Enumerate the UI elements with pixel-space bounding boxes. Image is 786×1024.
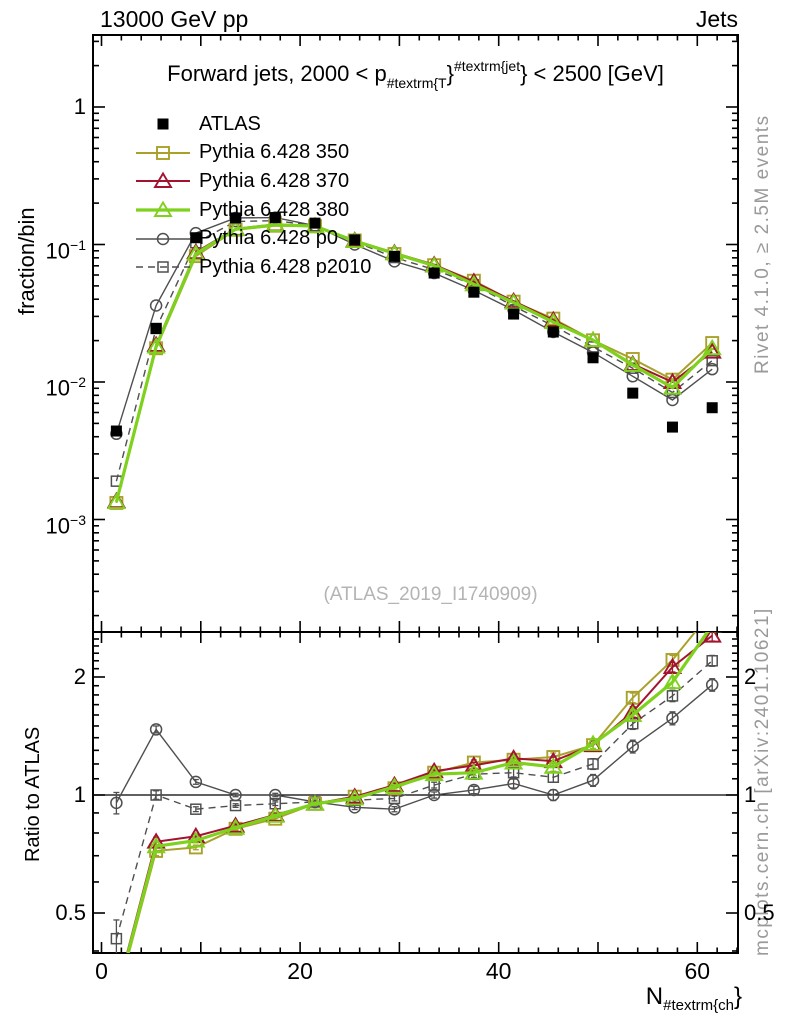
x-tick-label: 60 [684,958,711,984]
legend-label: ATLAS [199,112,261,135]
series-main-atlas [110,212,718,437]
legend-label: Pythia 6.428 p0 [199,227,338,250]
legend-marker-open-circle [136,232,190,245]
legend-item-pythia-6-428-p0: Pythia 6.428 p0 [136,224,371,253]
legend: ATLAS Pythia 6.428 350 Pythia 6.428 370 Pyt… [136,110,371,282]
x-axis-label: N#textrm{ch} [646,983,742,1014]
legend-marker-open-triangle [136,200,190,218]
title-prefix: Forward jets, 2000 < p [167,61,387,86]
main-series [106,211,722,510]
title-subscript: #textrm{T [386,75,447,91]
series-ratio-pythia-6-428-380 [126,632,722,953]
legend-label: Pythia 6.428 370 [199,169,350,192]
legend-item-pythia-6-428-p2010: Pythia 6.428 p2010 [136,253,371,282]
title-suffix: } < 2500 [GeV] [520,61,664,86]
legend-marker-filled-square [157,118,169,130]
legend-item-atlas: ATLAS [136,110,371,139]
legend-item-pythia-6-428-350: Pythia 6.428 350 [136,139,371,168]
axis-ticks [93,35,738,953]
y-tick-label-ratio-left: 1 [73,782,86,807]
y-tick-label-ratio-right: 1 [744,782,757,807]
x-tick-label: 20 [287,958,313,984]
x-tick-label: 0 [95,958,108,984]
series-ratio-pythia-6-428-370 [126,632,722,953]
x-tick-label: 40 [485,958,512,984]
y-tick-label-main: 10−3 [45,511,86,538]
y-tick-label-ratio-right: 0.5 [744,900,775,925]
legend-label: Pythia 6.428 p2010 [199,255,372,278]
y-tick-label-main: 10−2 [45,374,86,401]
title-superscript: #textrm{jet [453,58,521,74]
legend-item-pythia-6-428-370: Pythia 6.428 370 [136,167,371,196]
x-label-prefix: N [645,983,664,1010]
y-tick-label-ratio-left: 0.5 [55,900,86,925]
rivet-version-note: Rivet 4.1.0, ≥ 2.5M events [752,114,773,374]
y-tick-label-main: 10−1 [45,236,86,263]
y-tick-label-main: 1 [73,94,86,119]
legend-marker-open-small-square [136,261,190,274]
plot-title: Forward jets, 2000 < p#textrm{T}#textrm{… [93,58,738,91]
header-analysis-group: Jets [695,6,738,32]
header-beam-energy: 13000 GeV pp [100,6,249,32]
legend-label: Pythia 6.428 350 [199,141,350,164]
legend-item-pythia-6-428-380: Pythia 6.428 380 [136,196,371,225]
x-label-subscript: #textrm{ch [663,997,734,1014]
legend-marker-open-triangle [136,172,190,189]
y-tick-label-ratio-left: 2 [73,663,86,689]
ratio-panel-frame [92,631,739,954]
legend-label: Pythia 6.428 380 [199,198,350,221]
ratio-series [110,632,722,953]
legend-marker-open-square [136,145,190,160]
x-label-suffix: } [733,983,742,1010]
analysis-id-watermark: (ATLAS_2019_I1740909) [323,584,538,605]
y-tick-label-ratio-right: 2 [744,663,757,689]
title-brace: } [446,61,454,86]
